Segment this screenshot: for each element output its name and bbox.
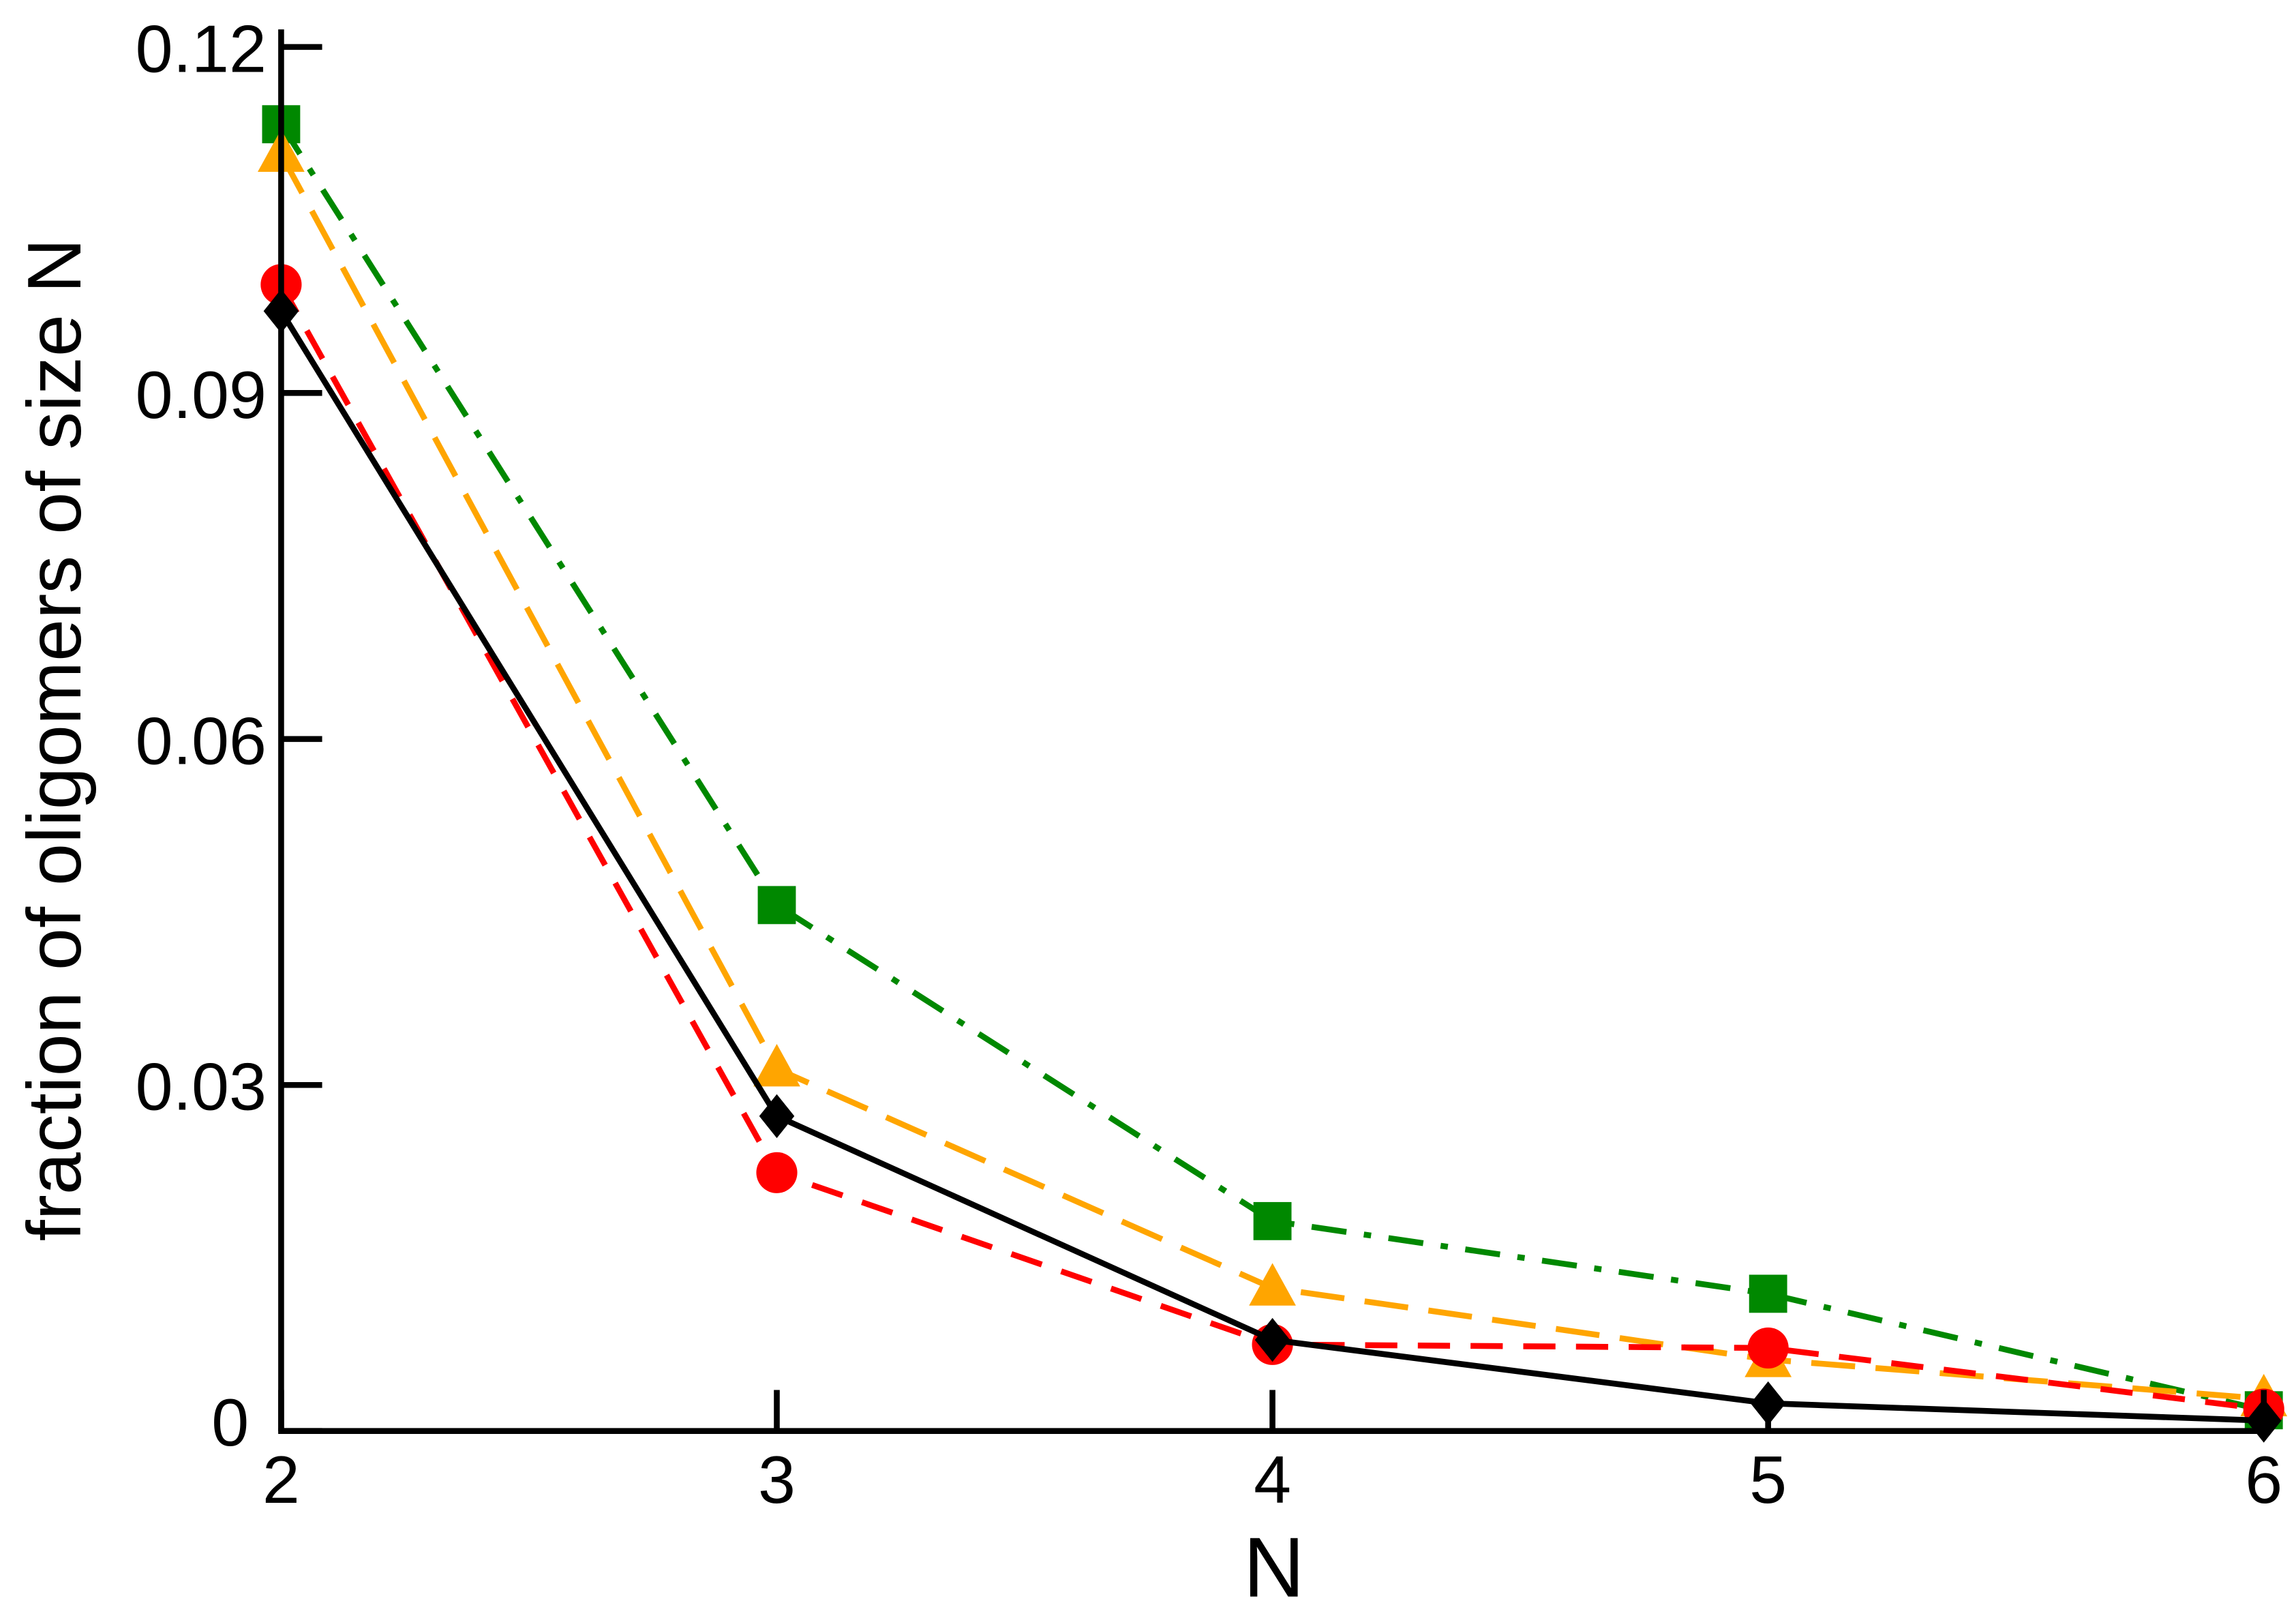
series-line [278,283,2265,1412]
data-point-square [1749,1274,1787,1313]
x-tick-label: 3 [758,1442,796,1517]
data-point-circle [756,1152,798,1193]
y-tick-label: 0.06 [136,703,267,778]
x-tick-label: 6 [2245,1442,2282,1517]
y-tick-label: 0 [211,1385,249,1460]
x-axis-label: N [1243,1520,1305,1601]
axes [278,29,2267,1434]
y-tick-label: 0.09 [136,357,267,432]
ticks: 2 3 4 5 6 0 0.03 0.06 0.09 0.12 [136,11,2283,1517]
data-point-circle [1747,1327,1789,1368]
x-tick-label: 2 [262,1442,300,1517]
y-tick-label: 0.12 [136,11,267,86]
x-tick-label: 5 [1749,1442,1787,1517]
series-circle [260,264,2284,1430]
data-point-triangle [753,1044,800,1087]
y-tick-label: 0.03 [136,1049,267,1124]
series-layer [258,105,2288,1443]
data-point-square [757,886,796,925]
data-point-triangle [1249,1263,1296,1306]
series-line [278,309,2264,1424]
y-axis-label: fraction of oligomers of size N [12,238,97,1241]
series-line [278,122,2265,1413]
x-tick-label: 4 [1254,1442,1291,1517]
data-point-square [1253,1201,1292,1240]
